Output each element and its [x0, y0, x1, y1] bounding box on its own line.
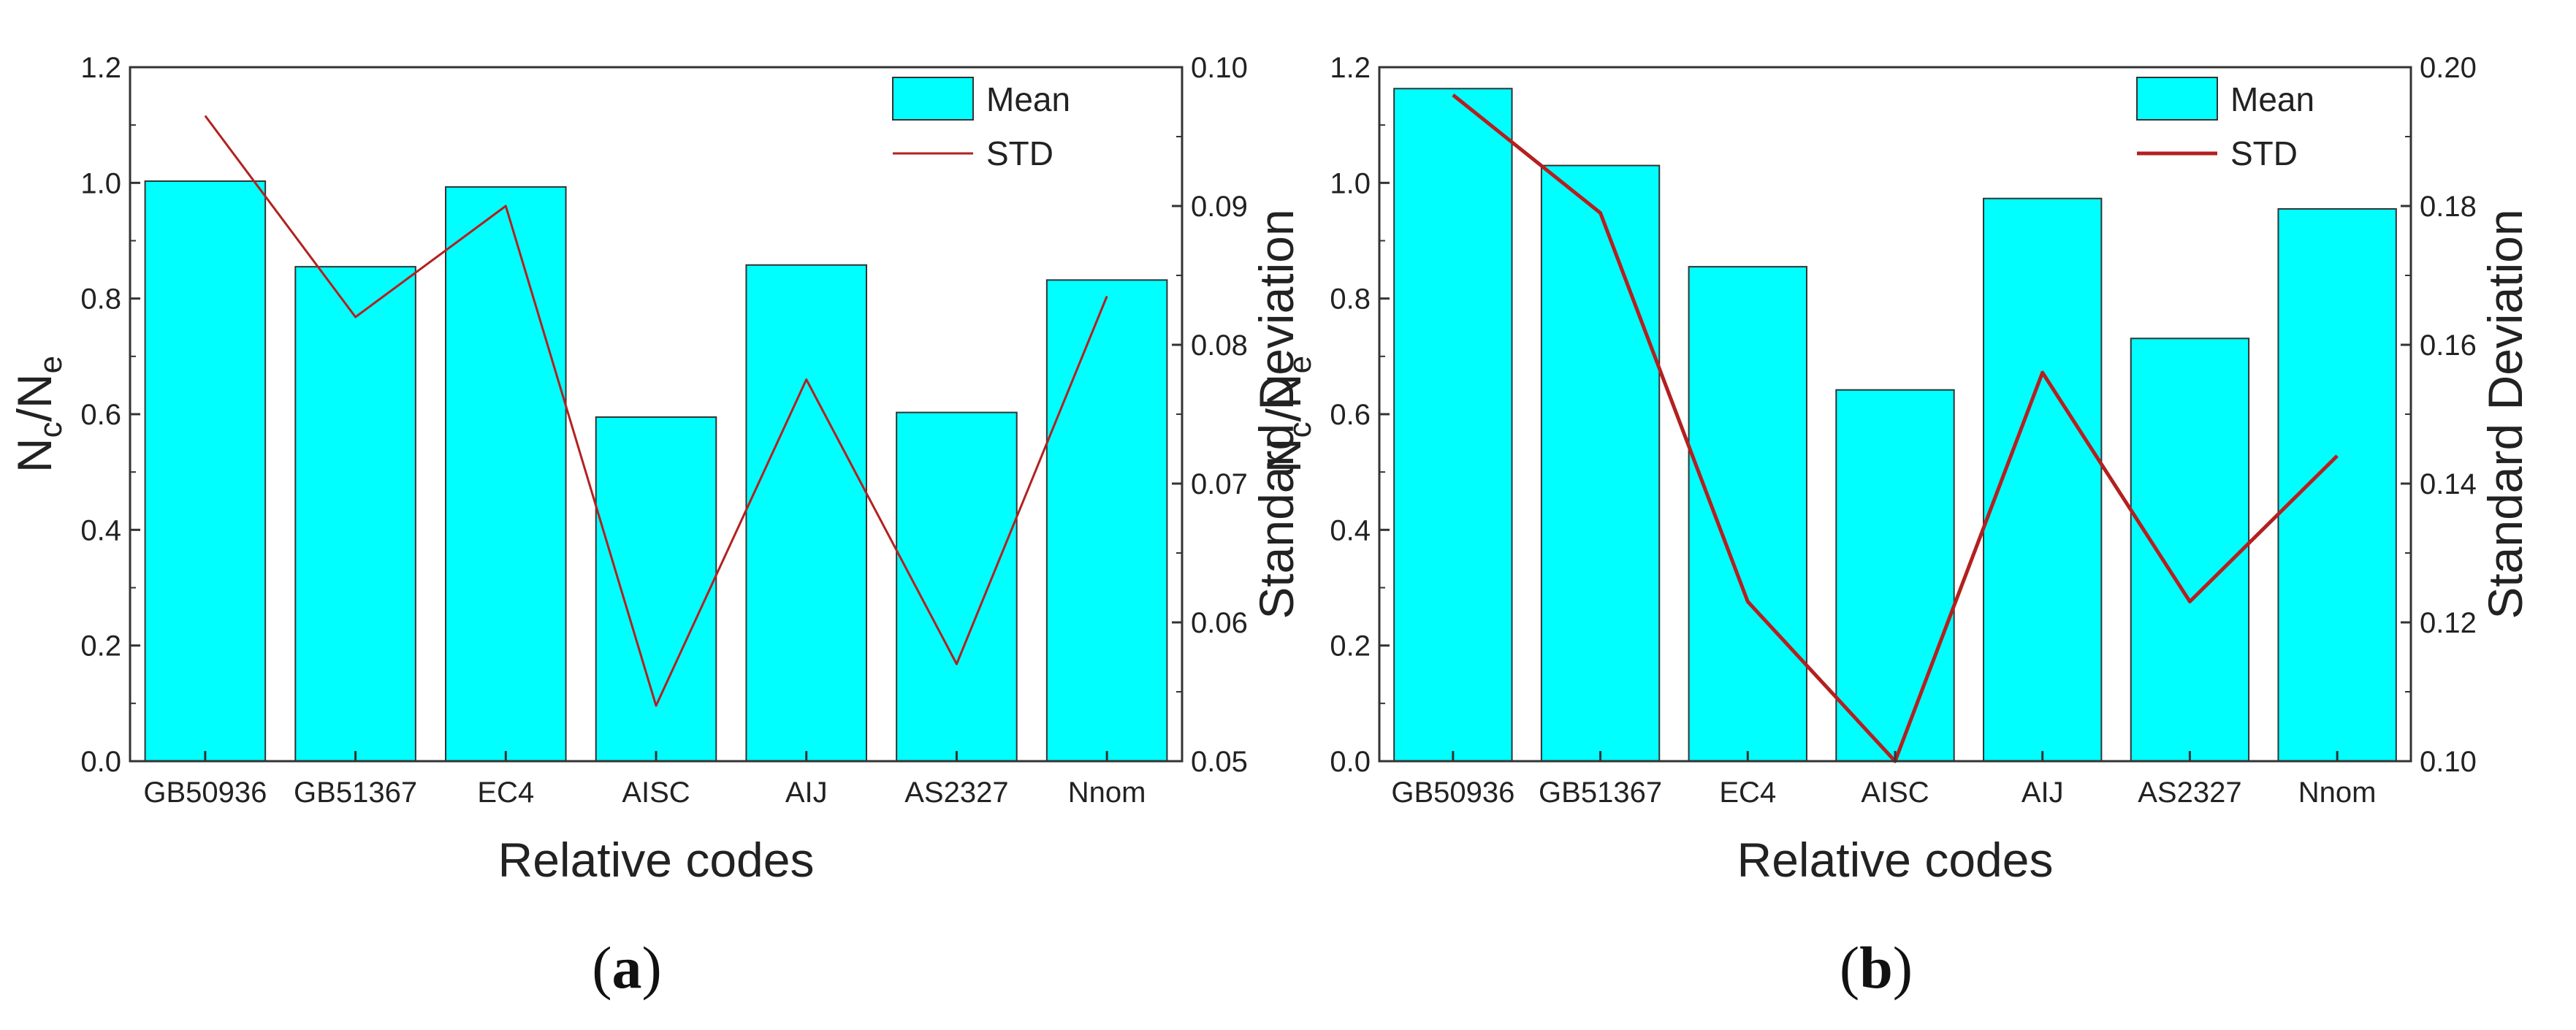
panel-a-ylabel-main: N	[7, 438, 61, 473]
panel-a-bar-as2327	[896, 411, 1018, 762]
panel-b-bar-nnom	[2277, 207, 2397, 763]
panel-a-left-tick-label: 0.2	[80, 630, 121, 663]
panel-a-x-tick-label: AS2327	[904, 777, 1008, 809]
panel-a-right-axis-title: Standard Deviation	[1249, 209, 1303, 619]
panel-a-left-axis-title: Nc/Ne	[7, 356, 69, 473]
panel-b-right-axis-title: Standard Deviation	[2478, 209, 2532, 619]
panel-a: 0.00.20.40.60.81.01.2 0.050.060.070.080.…	[7, 52, 1303, 1001]
panel-b-x-tick-label: AIJ	[2021, 777, 2064, 809]
panel-b-caption-close: )	[1893, 934, 1913, 1001]
panel-a-bar-gb51367	[294, 266, 416, 762]
panel-a-bar-ec4	[445, 186, 567, 762]
panel-a-left-tick-label: 0.8	[80, 283, 121, 316]
panel-b-ylabel-sub2: e	[1282, 356, 1318, 373]
panel-a-left-tick-label: 0.6	[80, 399, 121, 431]
panel-a-legend-mean-swatch	[892, 77, 974, 121]
panel-b-left-axis-title: Nc/Ne	[1257, 356, 1318, 473]
panel-a-legend: Mean STD	[892, 77, 1070, 172]
panel-a-ylabel-sep: /N	[7, 373, 61, 421]
panel-a-left-axis: 0.0 0.2 0.4 0.6 0.8 1.0 1.2	[80, 52, 140, 778]
panel-b-x-tick-label: AISC	[1861, 777, 1929, 809]
panel-b-bar-gb51367	[1540, 164, 1661, 763]
panel-b-legend: Mean STD	[2136, 77, 2314, 172]
panel-b-left-tick-label: 1.2	[1330, 52, 1371, 84]
panel-a-left-tick-label: 0.0	[80, 746, 121, 778]
panel-a-bar-gb50936	[144, 180, 267, 763]
panel-b-ylabel-sub1: c	[1282, 421, 1318, 438]
panel-b-x-tick-label: Nnom	[2298, 777, 2377, 809]
panel-b-x-axis-title: Relative codes	[1737, 833, 2054, 887]
panel-a-bar-aisc	[595, 416, 717, 762]
panel-b-caption: (b)	[1840, 934, 1913, 1001]
panel-b-left-tick-label: 0.2	[1330, 630, 1371, 663]
panel-a-ylabel-sub1: c	[33, 421, 69, 438]
panel-a-legend-mean-label: Mean	[986, 80, 1070, 118]
panel-a-right-axis: 0.05 0.06 0.07 0.08 0.09 0.10	[1172, 52, 1248, 778]
panel-a-bar-nnom	[1045, 279, 1168, 763]
panel-b-bar-ec4	[1688, 266, 1807, 762]
panel-b-x-tick-label: GB51367	[1539, 777, 1662, 809]
panel-a-std-line	[204, 115, 1108, 707]
panel-b-ylabel-main: N	[1257, 438, 1311, 473]
panel-a-x-tick-label: EC4	[477, 777, 534, 809]
panel-a-caption-letter: a	[612, 934, 642, 1001]
panel-b-x-tick-label: GB50936	[1391, 777, 1514, 809]
panel-a-left-tick-label: 1.2	[80, 52, 121, 84]
panel-b-right-tick-label: 0.10	[2420, 746, 2477, 778]
panel-b-bar-gb50936	[1393, 88, 1513, 762]
panel-a-bars	[144, 180, 1168, 763]
panel-b-x-tick-label: AS2327	[2138, 777, 2241, 809]
panel-a-caption-open: (	[592, 934, 611, 1001]
panel-b-legend-mean-swatch	[2136, 77, 2218, 121]
panel-b-right-tick-label: 0.12	[2420, 607, 2477, 639]
panel-a-x-tick-label: GB50936	[143, 777, 267, 809]
panel-a-ylabel-sub2: e	[33, 356, 69, 373]
panel-a-x-tick-label: AIJ	[785, 777, 828, 809]
panel-b: 0.00.20.40.60.81.01.2 0.100.120.140.160.…	[1257, 52, 2532, 1001]
panel-b-left-axis: 0.0 0.2 0.4 0.6 0.8 1.0 1.2	[1330, 52, 1390, 778]
panel-b-bar-aisc	[1835, 389, 1955, 762]
panel-a-right-tick-label: 0.07	[1191, 468, 1248, 500]
panel-b-left-tick-label: 0.6	[1330, 399, 1371, 431]
panel-b-left-tick-label: 0.4	[1330, 514, 1371, 546]
panel-b-ylabel-sep: /N	[1257, 373, 1311, 421]
panel-b-caption-letter: b	[1859, 934, 1893, 1001]
panel-a-left-tick-label: 1.0	[80, 167, 121, 199]
panel-a-right-tick-label: 0.10	[1191, 52, 1248, 84]
panel-a-right-tick-label: 0.09	[1191, 191, 1248, 223]
panel-b-right-tick-label: 0.20	[2420, 52, 2477, 84]
panel-a-left-tick-label: 0.4	[80, 514, 121, 546]
panel-a-x-tick-label: AISC	[622, 777, 690, 809]
panel-b-bar-as2327	[2130, 337, 2250, 762]
panel-b-legend-std-label: STD	[2230, 134, 2298, 172]
panel-a-x-tick-label: GB51367	[294, 777, 417, 809]
panel-b-bars	[1393, 88, 2397, 763]
panel-b-caption-open: (	[1840, 934, 1859, 1001]
panel-a-right-tick-label: 0.05	[1191, 746, 1248, 778]
panel-b-left-tick-label: 0.8	[1330, 283, 1371, 316]
panel-b-right-tick-label: 0.18	[2420, 191, 2477, 223]
panel-a-bar-aij	[745, 264, 868, 762]
panel-b-legend-mean-label: Mean	[2230, 80, 2314, 118]
panel-b-right-tick-label: 0.14	[2420, 468, 2477, 500]
panel-a-caption: (a)	[592, 934, 662, 1001]
panel-a-x-axis-title: Relative codes	[498, 833, 815, 887]
panel-a-right-tick-label: 0.06	[1191, 607, 1248, 639]
panel-b-right-axis: 0.10 0.12 0.14 0.16 0.18 0.20	[2401, 52, 2477, 778]
panel-a-right-tick-label: 0.08	[1191, 329, 1248, 362]
panel-b-x-axis: GB50936 GB51367 EC4 AISC AIJ AS2327 Nnom	[1391, 751, 2376, 809]
panel-a-caption-close: )	[642, 934, 662, 1001]
panel-a-x-tick-label: Nnom	[1068, 777, 1146, 809]
panel-b-left-tick-label: 0.0	[1330, 746, 1371, 778]
panel-a-x-axis: GB50936 GB51367 EC4 AISC AIJ AS2327 Nnom	[143, 751, 1146, 809]
panel-b-x-tick-label: EC4	[1719, 777, 1776, 809]
panel-b-left-tick-label: 1.0	[1330, 167, 1371, 199]
panel-a-legend-std-label: STD	[986, 134, 1053, 172]
panel-b-right-tick-label: 0.16	[2420, 329, 2477, 362]
